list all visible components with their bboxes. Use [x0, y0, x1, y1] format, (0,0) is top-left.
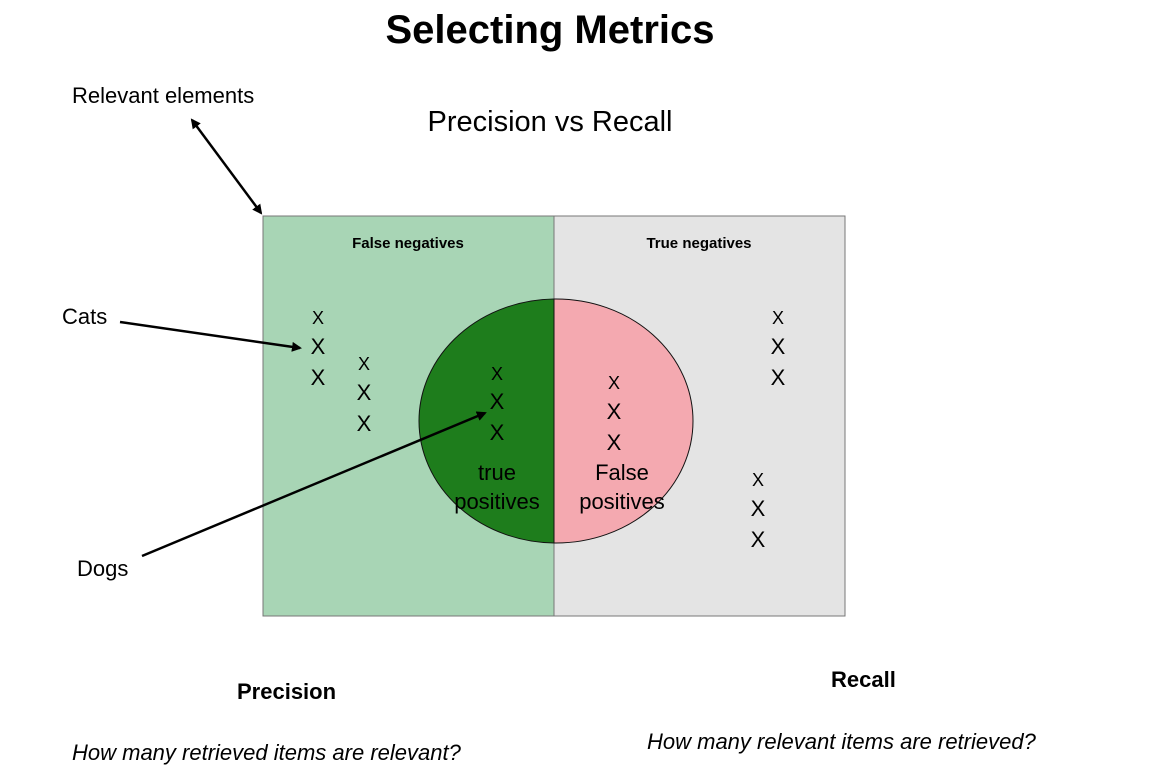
true-negatives-label: True negatives: [646, 235, 751, 252]
mark-group-fp: X X X: [607, 373, 622, 455]
mark-group-fn-2: X X X: [357, 354, 372, 436]
true-positives-region: [418, 298, 554, 544]
mark: X: [357, 411, 372, 436]
mark: X: [751, 496, 766, 521]
precision-question: How many retrieved items are relevant?: [72, 740, 461, 765]
mark-group-tn-2: X X X: [751, 470, 766, 552]
cats-label: Cats: [62, 304, 107, 329]
recall-label: Recall: [831, 667, 896, 692]
relevant-elements-arrow: [190, 118, 263, 215]
dogs-label: Dogs: [77, 556, 128, 581]
precision-label: Precision: [237, 679, 337, 704]
mark: X: [491, 364, 503, 384]
true-positives-label-line2: positives: [454, 489, 540, 514]
true-positives-label-line1: true: [478, 460, 516, 485]
false-positives-region: [554, 298, 694, 544]
mark: X: [772, 308, 784, 328]
false-positives-label-line1: False: [595, 460, 649, 485]
mark-group-tp: X X X: [490, 364, 505, 445]
false-negatives-label: False negatives: [352, 235, 464, 252]
mark: X: [357, 380, 372, 405]
page-title: Selecting Metrics: [385, 8, 715, 52]
mark: X: [311, 334, 326, 359]
mark: X: [771, 334, 786, 359]
page-subtitle: Precision vs Recall: [427, 106, 673, 138]
mark: X: [607, 399, 622, 424]
cats-arrow: [119, 320, 302, 352]
false-positives-label-line2: positives: [579, 489, 665, 514]
mark: X: [771, 365, 786, 390]
mark-group-tn-1: X X X: [771, 308, 786, 390]
mark: X: [311, 365, 326, 390]
mark: X: [607, 430, 622, 455]
mark: X: [490, 389, 505, 414]
recall-question: How many relevant items are retrieved?: [647, 729, 1036, 754]
mark: X: [608, 373, 620, 393]
mark: X: [752, 470, 764, 490]
mark-group-fn-1: X X X: [311, 308, 326, 390]
mark: X: [751, 527, 766, 552]
relevant-elements-label: Relevant elements: [72, 83, 254, 108]
mark: X: [358, 354, 370, 374]
dogs-arrow: [141, 411, 487, 558]
mark: X: [312, 308, 324, 328]
mark: X: [490, 420, 505, 445]
